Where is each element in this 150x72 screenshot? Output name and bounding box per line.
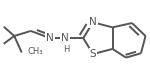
Text: S: S	[90, 49, 96, 59]
Text: N: N	[46, 33, 54, 43]
Text: N: N	[89, 17, 97, 27]
Text: H: H	[64, 45, 70, 54]
Text: N: N	[61, 33, 69, 43]
Text: CH₃: CH₃	[27, 47, 42, 56]
